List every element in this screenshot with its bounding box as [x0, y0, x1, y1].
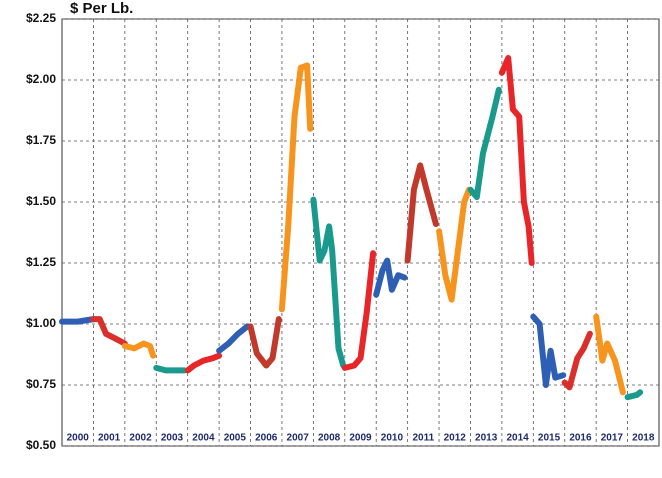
y-tick-label: $0.50 [26, 438, 56, 452]
x-tick-label: 2017 [601, 433, 624, 444]
x-tick-label: 2007 [287, 433, 310, 444]
price-line [436, 186, 472, 303]
price-line [373, 257, 408, 298]
x-tick-label: 2009 [349, 433, 372, 444]
price-line [530, 313, 567, 388]
x-tick-label: 2014 [506, 433, 529, 444]
x-tick-label: 2004 [192, 433, 215, 444]
y-tick-label: $1.50 [26, 194, 56, 208]
x-tick-label: 2016 [569, 433, 592, 444]
price-line [498, 55, 535, 266]
y-tick-label: $0.75 [26, 377, 56, 391]
price-line [467, 86, 502, 201]
price-line [121, 340, 157, 359]
x-tick-label: 2003 [161, 433, 184, 444]
x-tick-label: 2002 [129, 433, 152, 444]
x-tick-label: 2018 [632, 433, 655, 444]
x-tick-label: 2000 [67, 433, 90, 444]
price-line [184, 352, 223, 374]
plot-frame [61, 18, 660, 447]
y-tick-label: $1.00 [26, 316, 56, 330]
x-tick-label: 2006 [255, 433, 278, 444]
price-line [153, 364, 188, 374]
y-axis-label: $ Per Lb. [70, 0, 133, 17]
price-line [278, 62, 314, 313]
x-tick-label: 2012 [444, 433, 467, 444]
y-tick-label: $1.25 [26, 255, 56, 269]
price-line [59, 316, 97, 325]
price-line [341, 250, 377, 371]
x-tick-label: 2001 [98, 433, 121, 444]
y-tick-label: $2.00 [26, 72, 56, 86]
price-line [216, 323, 251, 354]
price-line [561, 330, 593, 391]
price-line [247, 316, 282, 369]
y-tick-label: $1.75 [26, 133, 56, 147]
price-line [593, 313, 626, 396]
x-tick-label: 2008 [318, 433, 341, 444]
price-line [310, 196, 347, 369]
price-line [624, 389, 644, 401]
x-tick-label: 2011 [412, 433, 434, 444]
x-tick-label: 2013 [475, 433, 498, 444]
x-tick-label: 2010 [381, 433, 404, 444]
y-tick-label: $2.25 [26, 11, 56, 25]
x-tick-label: 2015 [538, 433, 561, 444]
price-line [90, 316, 128, 347]
x-tick-label: 2005 [224, 433, 247, 444]
price-line [404, 162, 439, 264]
